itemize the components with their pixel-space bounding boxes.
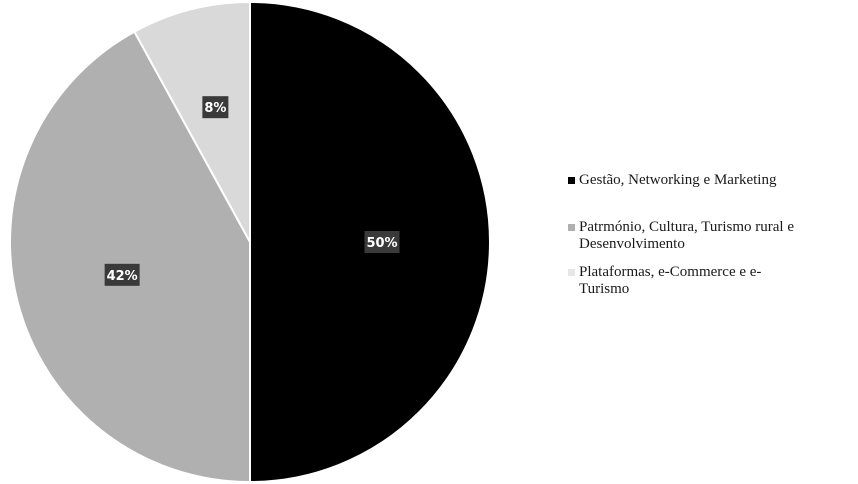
chart-legend: Gestão, Networking e Marketing Patrmónio… (568, 172, 858, 298)
legend-label-plataformas: Plataformas, e-Commerce e e- Turismo (579, 264, 762, 297)
data-label-1: 50% (364, 231, 400, 253)
data-label-box-1 (364, 231, 400, 253)
legend-entry-gestao: Gestão, Networking e Marketing (568, 172, 858, 189)
legend-label-gestao: Gestão, Networking e Marketing (579, 172, 777, 188)
legend-swatch-plataformas (568, 269, 575, 276)
legend-entry-patrimonio: Patrmónio, Cultura, Turismo rural e Dese… (568, 219, 858, 253)
data-label-box-2 (104, 263, 140, 286)
legend-swatch-patrimonio (568, 224, 575, 231)
data-label-3: 8% (202, 96, 229, 119)
pie-slice-3 (133, 0, 251, 243)
legend-swatch-gestao (568, 177, 575, 184)
data-label-2: 42% (104, 263, 140, 286)
data-label-box-3 (202, 96, 229, 119)
data-label-text-2: 42% (107, 269, 138, 284)
data-label-text-1: 50% (366, 236, 397, 251)
pie-slice-2 (9, 30, 251, 484)
legend-label-patrimonio: Patrmónio, Cultura, Turismo rural e Dese… (579, 219, 794, 252)
pie-chart: 50% 42% 8% (9, 0, 491, 484)
data-label-text-3: 8% (204, 101, 226, 116)
legend-entry-plataformas: Plataformas, e-Commerce e e- Turismo (568, 264, 858, 298)
